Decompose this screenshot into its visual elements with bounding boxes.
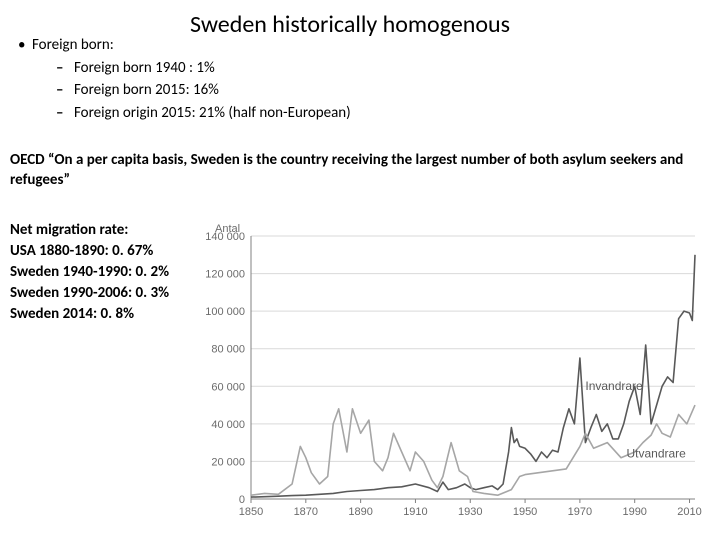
migration-chart: 0 20 000 40 000 60 000 80 000 100 000 120 000 1…: [195, 218, 705, 523]
bullet-item: –Foreign origin 2015: 21% (half non-Euro…: [56, 102, 351, 125]
migration-rates-block: Net migration rate: USA 1880-1890: 0. 67…: [10, 220, 180, 325]
svg-text:1910: 1910: [403, 506, 427, 518]
svg-text:Antal: Antal: [215, 223, 240, 235]
svg-text:0: 0: [239, 494, 245, 506]
chart-svg: 0 20 000 40 000 60 000 80 000 100 000 120 000 1…: [195, 218, 705, 523]
oecd-quote: OECD “On a per capita basis, Sweden is t…: [10, 150, 706, 191]
bullet-text: Foreign origin 2015: 21% (half non-Europ…: [74, 104, 351, 122]
bullet-item: –Foreign born 1940 : 1%: [56, 57, 351, 80]
bullet-level1: •Foreign born:: [18, 34, 351, 57]
svg-text:1850: 1850: [239, 506, 263, 518]
svg-text:Invandrare: Invandrare: [585, 379, 643, 393]
svg-text:1950: 1950: [513, 506, 537, 518]
bullet-text: Foreign born 2015: 16%: [74, 81, 219, 99]
svg-text:40 000: 40 000: [211, 419, 245, 431]
svg-text:100 000: 100 000: [205, 306, 245, 318]
bullet-list: •Foreign born: –Foreign born 1940 : 1% –…: [18, 34, 351, 124]
rates-heading: Net migration rate:: [10, 220, 180, 241]
rates-row: USA 1880-1890: 0. 67%: [10, 241, 180, 262]
svg-text:1970: 1970: [568, 506, 592, 518]
svg-text:80 000: 80 000: [211, 344, 245, 356]
svg-text:1890: 1890: [348, 506, 372, 518]
rates-row: Sweden 2014: 0. 8%: [10, 304, 180, 325]
svg-text:1870: 1870: [294, 506, 318, 518]
rates-row: Sweden 1990-2006: 0. 3%: [10, 283, 180, 304]
rates-row: Sweden 1940-1990: 0. 2%: [10, 262, 180, 283]
svg-text:Utvandrare: Utvandrare: [626, 447, 686, 461]
bullet-text: Foreign born 1940 : 1%: [74, 59, 215, 77]
svg-text:1990: 1990: [622, 506, 646, 518]
svg-text:20 000: 20 000: [211, 456, 245, 468]
bullet-item: –Foreign born 2015: 16%: [56, 79, 351, 102]
svg-text:60 000: 60 000: [211, 381, 245, 393]
svg-text:2010: 2010: [677, 506, 701, 518]
bullet-l1-text: Foreign born:: [32, 36, 114, 54]
svg-text:120 000: 120 000: [205, 269, 245, 281]
svg-text:1930: 1930: [458, 506, 482, 518]
